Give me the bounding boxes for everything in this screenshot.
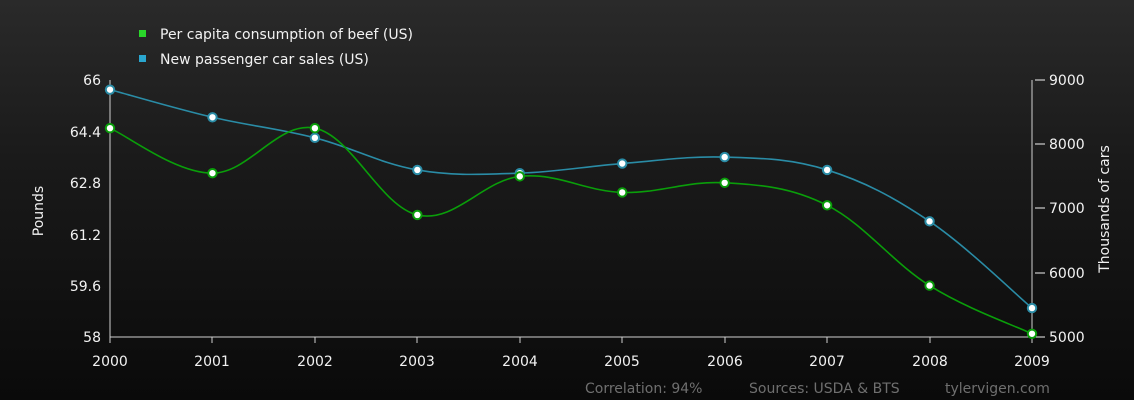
legend-swatch-cars <box>139 55 146 62</box>
legend: Per capita consumption of beef (US) New … <box>139 27 413 68</box>
left-tick-label: 61.2 <box>70 228 101 244</box>
data-point-cars-2008 <box>924 216 935 227</box>
data-point-beef-2000 <box>104 122 116 134</box>
right-axis-title: Thousands of cars <box>1097 145 1113 274</box>
legend-swatch-beef <box>139 30 146 37</box>
left-tick-label: 64.4 <box>70 125 101 141</box>
data-point-cars-2006 <box>719 151 730 163</box>
data-point-beef-2005 <box>617 187 628 198</box>
data-point-beef-2001 <box>207 167 218 179</box>
data-point-beef-2008 <box>924 280 935 291</box>
series-line-cars <box>109 88 1033 309</box>
data-point-cars-2007 <box>821 164 833 176</box>
data-point-beef-2009 <box>1026 328 1038 339</box>
data-point-cars-2009 <box>1026 302 1038 314</box>
data-point-beef-2007 <box>821 200 833 211</box>
x-tick-label: 2005 <box>604 354 640 370</box>
left-tick-label: 59.6 <box>70 279 101 295</box>
right-tick-label: 5000 <box>1049 330 1085 346</box>
right-tick-label: 8000 <box>1049 137 1085 153</box>
right-tick-label: 9000 <box>1049 73 1085 89</box>
x-tick-label: 2004 <box>502 354 538 370</box>
left-tick-label: 58 <box>83 330 101 346</box>
left-axis-title: Pounds <box>31 186 47 236</box>
x-tick-label: 2009 <box>1014 354 1050 370</box>
left-tick-label: 66 <box>83 73 101 89</box>
legend-label-beef: Per capita consumption of beef (US) <box>160 27 413 43</box>
data-point-beef-2003 <box>412 209 423 221</box>
data-point-cars-2001 <box>207 112 218 123</box>
x-tick-label: 2002 <box>297 354 333 370</box>
data-point-cars-2002 <box>309 132 321 144</box>
x-tick-label: 2003 <box>399 354 435 370</box>
series-layer <box>109 88 1033 335</box>
points-layer <box>104 84 1038 339</box>
x-tick-label: 2000 <box>92 354 128 370</box>
right-tick-label: 6000 <box>1049 266 1085 282</box>
footer: Correlation: 94% Sources: USDA & BTS tyl… <box>585 381 1050 397</box>
data-point-cars-2003 <box>412 164 423 176</box>
data-point-cars-2005 <box>617 158 628 169</box>
x-tick-label: 2008 <box>912 354 948 370</box>
x-tick-label: 2006 <box>707 354 743 370</box>
left-axis: 66 64.4 62.8 61.2 59.6 58 <box>70 73 101 346</box>
data-point-beef-2002 <box>309 122 321 134</box>
site-text: tylervigen.com <box>945 381 1050 397</box>
series-line-beef <box>109 126 1033 335</box>
right-tick-label: 7000 <box>1049 201 1085 217</box>
sources-text: Sources: USDA & BTS <box>749 381 900 397</box>
left-tick-label: 62.8 <box>70 176 101 192</box>
x-axis: 2000 2001 2002 2003 2004 2005 2006 2007 … <box>92 337 1050 370</box>
x-tick-label: 2001 <box>194 354 230 370</box>
correlation-text: Correlation: 94% <box>585 381 702 397</box>
axes <box>109 80 1033 338</box>
x-tick-label: 2007 <box>809 354 845 370</box>
right-axis: 9000 8000 7000 6000 5000 <box>1035 73 1085 346</box>
legend-label-cars: New passenger car sales (US) <box>160 52 369 68</box>
data-point-beef-2004 <box>514 171 525 182</box>
data-point-beef-2006 <box>719 177 730 189</box>
data-point-cars-2000 <box>104 84 116 95</box>
